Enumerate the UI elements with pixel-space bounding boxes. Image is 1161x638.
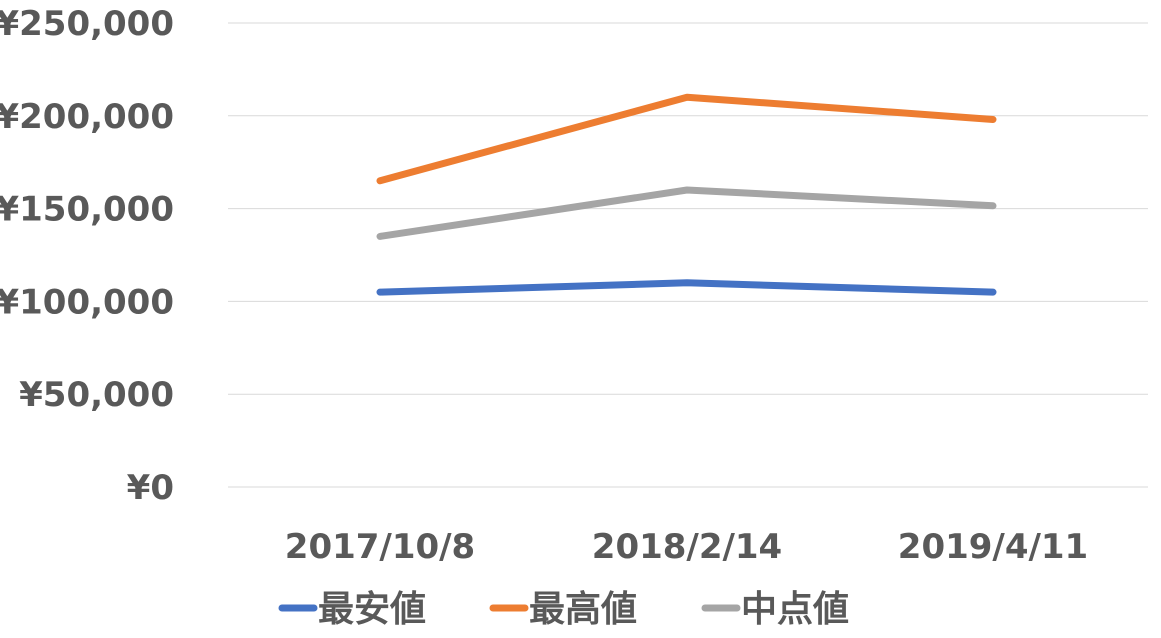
gridlines — [228, 22, 1148, 488]
series-line-2 — [376, 93, 997, 185]
legend: 最安値 最高値 中点値 — [278, 589, 849, 630]
x-tick-label: 2019/4/11 — [898, 527, 1088, 567]
x-tick-label: 2018/2/14 — [592, 527, 782, 567]
legend-label: 最安値 — [318, 589, 426, 630]
y-axis-ticks: ¥0 ¥50,000 ¥100,000 ¥150,000 ¥200,000 ¥250,00… — [0, 4, 174, 508]
series-lines — [376, 93, 997, 296]
y-tick-label: ¥50,000 — [19, 375, 174, 415]
x-axis-ticks: 2017/10/8 2018/2/14 2019/4/11 — [285, 527, 1088, 567]
x-tick-label: 2017/10/8 — [285, 527, 475, 567]
legend-label: 最高値 — [529, 589, 637, 630]
series-line-3 — [376, 186, 997, 240]
legend-label: 中点値 — [741, 589, 849, 630]
series-line-1 — [376, 279, 997, 296]
y-tick-label: ¥250,000 — [0, 4, 174, 44]
y-tick-label: ¥200,000 — [0, 97, 174, 137]
y-tick-label: ¥100,000 — [0, 282, 174, 322]
y-tick-label: ¥0 — [127, 468, 174, 508]
y-tick-label: ¥150,000 — [0, 190, 174, 230]
